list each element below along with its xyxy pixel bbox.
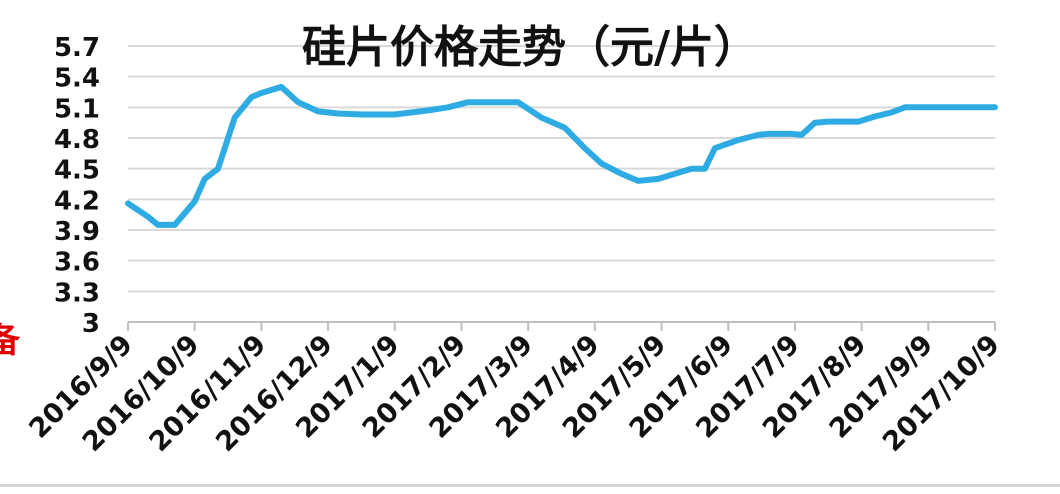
y-tick-label: 5.4 <box>54 64 100 94</box>
y-tick-label: 5.7 <box>54 33 100 63</box>
y-tick-label: 3.9 <box>54 217 100 247</box>
x-axis <box>127 321 996 331</box>
side-fragment-text: 备 <box>0 321 21 361</box>
x-tick-labels: 2016/9/92016/10/92016/11/92016/12/92017/… <box>23 329 1006 458</box>
y-tick-label: 4.2 <box>54 186 100 216</box>
y-tick-label: 4.5 <box>54 156 100 186</box>
y-tick-label: 3.6 <box>54 248 100 278</box>
gridlines <box>128 45 995 293</box>
y-tick-label: 5.1 <box>54 94 100 124</box>
series-line <box>125 83 998 228</box>
bottom-divider <box>0 484 1060 487</box>
y-tick-labels: 5.75.45.14.84.54.23.93.63.33 <box>54 33 100 339</box>
y-tick-label: 3 <box>82 309 100 339</box>
y-tick-label: 3.3 <box>54 278 100 308</box>
chart-title: 硅片价格走势（元/片） <box>302 22 758 73</box>
series-layer <box>125 83 998 228</box>
y-tick-label: 4.8 <box>54 125 100 155</box>
